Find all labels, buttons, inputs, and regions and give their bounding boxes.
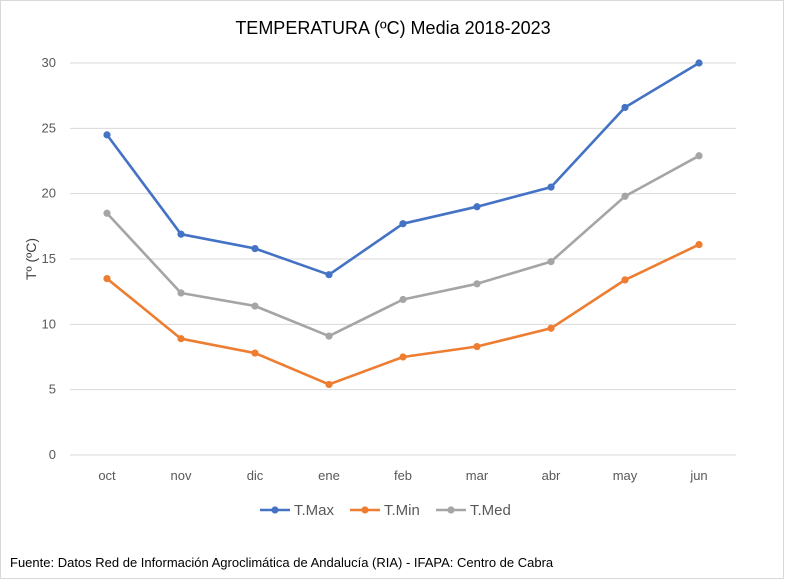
x-tick-label: oct [98, 468, 116, 483]
y-tick-label: 5 [49, 382, 56, 397]
y-tick-label: 15 [42, 251, 56, 266]
legend-marker [361, 506, 369, 514]
data-point [103, 275, 111, 283]
data-point [399, 295, 407, 304]
x-tick-label: dic [247, 468, 264, 483]
data-point [399, 353, 407, 361]
data-point [103, 209, 111, 217]
data-point [547, 324, 555, 332]
data-point [103, 131, 111, 139]
legend-label: T.Med [470, 502, 511, 519]
data-point [547, 183, 555, 191]
data-point [695, 241, 703, 249]
series-line-t-med [106, 154, 700, 338]
x-tick-label: feb [394, 468, 412, 483]
data-point [177, 289, 185, 297]
legend-label: T.Max [294, 502, 335, 519]
data-point [473, 280, 481, 288]
y-tick-label: 10 [42, 316, 56, 331]
data-point [177, 230, 185, 238]
x-tick-label: nov [171, 468, 192, 483]
data-point [621, 192, 629, 200]
y-tick-label: 30 [42, 55, 56, 70]
data-point [399, 220, 407, 228]
data-point [177, 335, 185, 343]
legend-marker [447, 506, 455, 514]
data-point [473, 203, 481, 211]
data-point [473, 342, 481, 351]
data-point [621, 276, 629, 284]
x-tick-label: jun [689, 468, 707, 483]
legend-label: T.Min [384, 502, 420, 519]
data-point [547, 258, 555, 266]
y-tick-label: 20 [42, 186, 56, 201]
data-point [325, 380, 333, 389]
data-point [251, 302, 259, 310]
x-tick-label: ene [318, 468, 340, 483]
y-axis-label: Tº (ºC) [23, 238, 39, 280]
data-point [251, 349, 259, 357]
x-tick-label: mar [466, 468, 489, 483]
series-line-t-max [105, 61, 700, 277]
data-point [325, 332, 333, 340]
data-point [695, 59, 703, 67]
data-point [621, 103, 629, 112]
source-note: Fuente: Datos Red de Información Agrocli… [10, 555, 554, 570]
legend-marker [271, 506, 279, 514]
y-tick-label: 25 [42, 120, 56, 135]
series-line-t-min [106, 243, 700, 386]
y-tick-label: 0 [49, 447, 56, 462]
data-point [695, 152, 703, 160]
data-point [325, 271, 333, 279]
x-tick-label: may [613, 468, 638, 483]
x-tick-label: abr [542, 468, 561, 483]
chart-title: TEMPERATURA (ºC) Media 2018-2023 [235, 18, 551, 38]
data-point [251, 244, 259, 253]
